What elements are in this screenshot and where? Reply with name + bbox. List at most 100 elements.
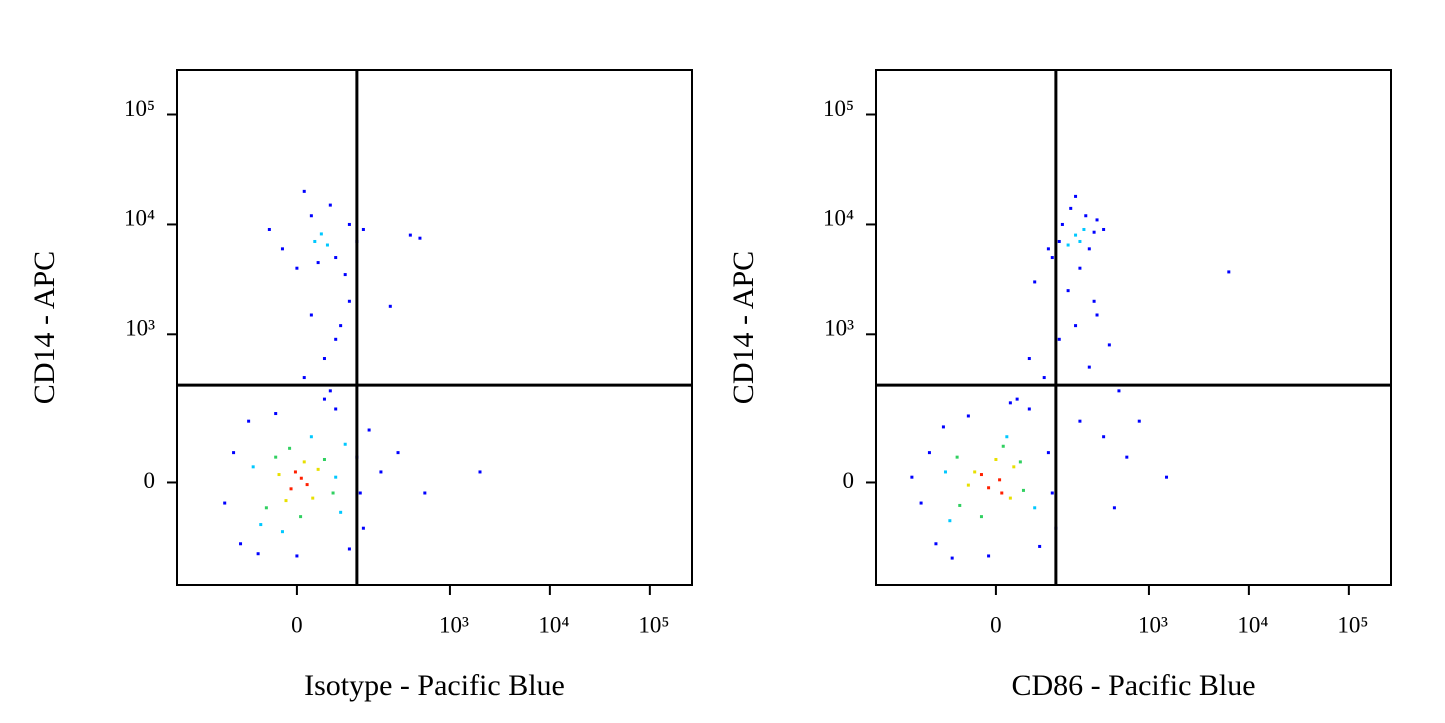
event-dot (256, 552, 260, 556)
event-dot (1005, 435, 1009, 439)
event-dot (289, 487, 293, 491)
event-dot (247, 419, 251, 423)
event-dot (274, 455, 278, 459)
x-axis-label: Isotype - Pacific Blue (304, 669, 565, 702)
event-dot (347, 547, 351, 551)
event-dot (396, 451, 400, 455)
y-tick-label: 10⁵ (823, 96, 854, 121)
event-dot (998, 478, 1002, 482)
event-dot (1066, 243, 1070, 247)
event-dot (343, 273, 347, 277)
event-dot (987, 554, 991, 558)
x-tick-label: 10³ (1138, 612, 1168, 637)
event-dot (1078, 419, 1082, 423)
event-dot (331, 491, 335, 495)
event-dot (1021, 488, 1025, 492)
event-dot (979, 515, 983, 519)
event-dot (339, 510, 343, 514)
event-dot (1046, 247, 1050, 251)
event-dot (910, 475, 914, 479)
event-dot (293, 470, 297, 474)
event-dot (388, 304, 392, 308)
y-axis-label: CD14 - APC (28, 251, 61, 404)
event-dot (987, 486, 991, 490)
x-tick-label: 10³ (439, 612, 469, 637)
event-dot (251, 465, 255, 469)
y-tick-label: 10⁴ (124, 206, 155, 231)
event-dot (966, 483, 970, 487)
event-dot (280, 530, 284, 534)
event-dot (423, 491, 427, 495)
event-dot (316, 261, 320, 265)
event-dot (1001, 444, 1005, 448)
event-dot (994, 457, 998, 461)
event-dot (347, 222, 351, 226)
plot-frame (176, 69, 693, 586)
event-dot (1074, 233, 1078, 237)
x-tick-label: 10⁴ (1237, 612, 1268, 637)
event-dot (239, 542, 243, 546)
event-dot (934, 542, 938, 546)
event-dot (284, 499, 288, 503)
event-dot (1027, 407, 1031, 411)
event-dot (1012, 465, 1016, 469)
event-dot (1050, 491, 1054, 495)
event-dot (1137, 419, 1141, 423)
event-dot (1038, 544, 1042, 548)
event-dot (1069, 206, 1073, 210)
event-dot (1092, 299, 1096, 303)
event-dot (955, 455, 959, 459)
event-dot (927, 451, 931, 455)
y-tick-label: 0 (144, 468, 156, 493)
event-dot (1227, 270, 1231, 274)
event-dot (299, 515, 303, 519)
event-dot (1165, 475, 1169, 479)
event-dot (948, 519, 952, 523)
event-dot (379, 470, 383, 474)
event-dot (302, 376, 306, 380)
event-dot (309, 435, 313, 439)
event-dot (478, 470, 482, 474)
event-dot (313, 239, 317, 243)
event-dot (347, 299, 351, 303)
event-dot (1018, 460, 1022, 464)
event-dot (267, 227, 271, 231)
event-dot (302, 189, 306, 193)
event-dot (1112, 506, 1116, 510)
event-dot (316, 467, 320, 471)
event-dot (919, 501, 923, 505)
event-dot (223, 501, 227, 505)
event-dot (280, 247, 284, 251)
event-dot (979, 473, 983, 477)
event-dot (328, 389, 332, 393)
event-dot (958, 503, 962, 507)
event-dot (367, 428, 371, 432)
event-dot (311, 496, 315, 500)
event-dot (408, 233, 412, 237)
event-dot (1060, 222, 1064, 226)
event-dot (1095, 218, 1099, 222)
event-dot (1057, 337, 1061, 341)
event-dot (361, 227, 365, 231)
event-dot (1033, 280, 1037, 284)
event-dot (1102, 435, 1106, 439)
x-tick-label: 0 (990, 612, 1002, 637)
event-dot (328, 203, 332, 207)
event-dot (1074, 324, 1078, 328)
y-tick-label: 10³ (824, 316, 854, 341)
event-dot (1078, 239, 1082, 243)
event-dot (1117, 389, 1121, 393)
event-dot (309, 313, 313, 317)
event-dot (941, 425, 945, 429)
event-dot (1000, 491, 1004, 495)
event-dot (1042, 376, 1046, 380)
event-dot (322, 397, 326, 401)
event-dot (358, 491, 362, 495)
event-dot (288, 446, 292, 450)
event-dot (264, 506, 268, 510)
event-dot (1092, 230, 1096, 234)
event-dot (943, 470, 947, 474)
event-dot (1078, 266, 1082, 270)
x-tick-label: 10⁴ (538, 612, 569, 637)
